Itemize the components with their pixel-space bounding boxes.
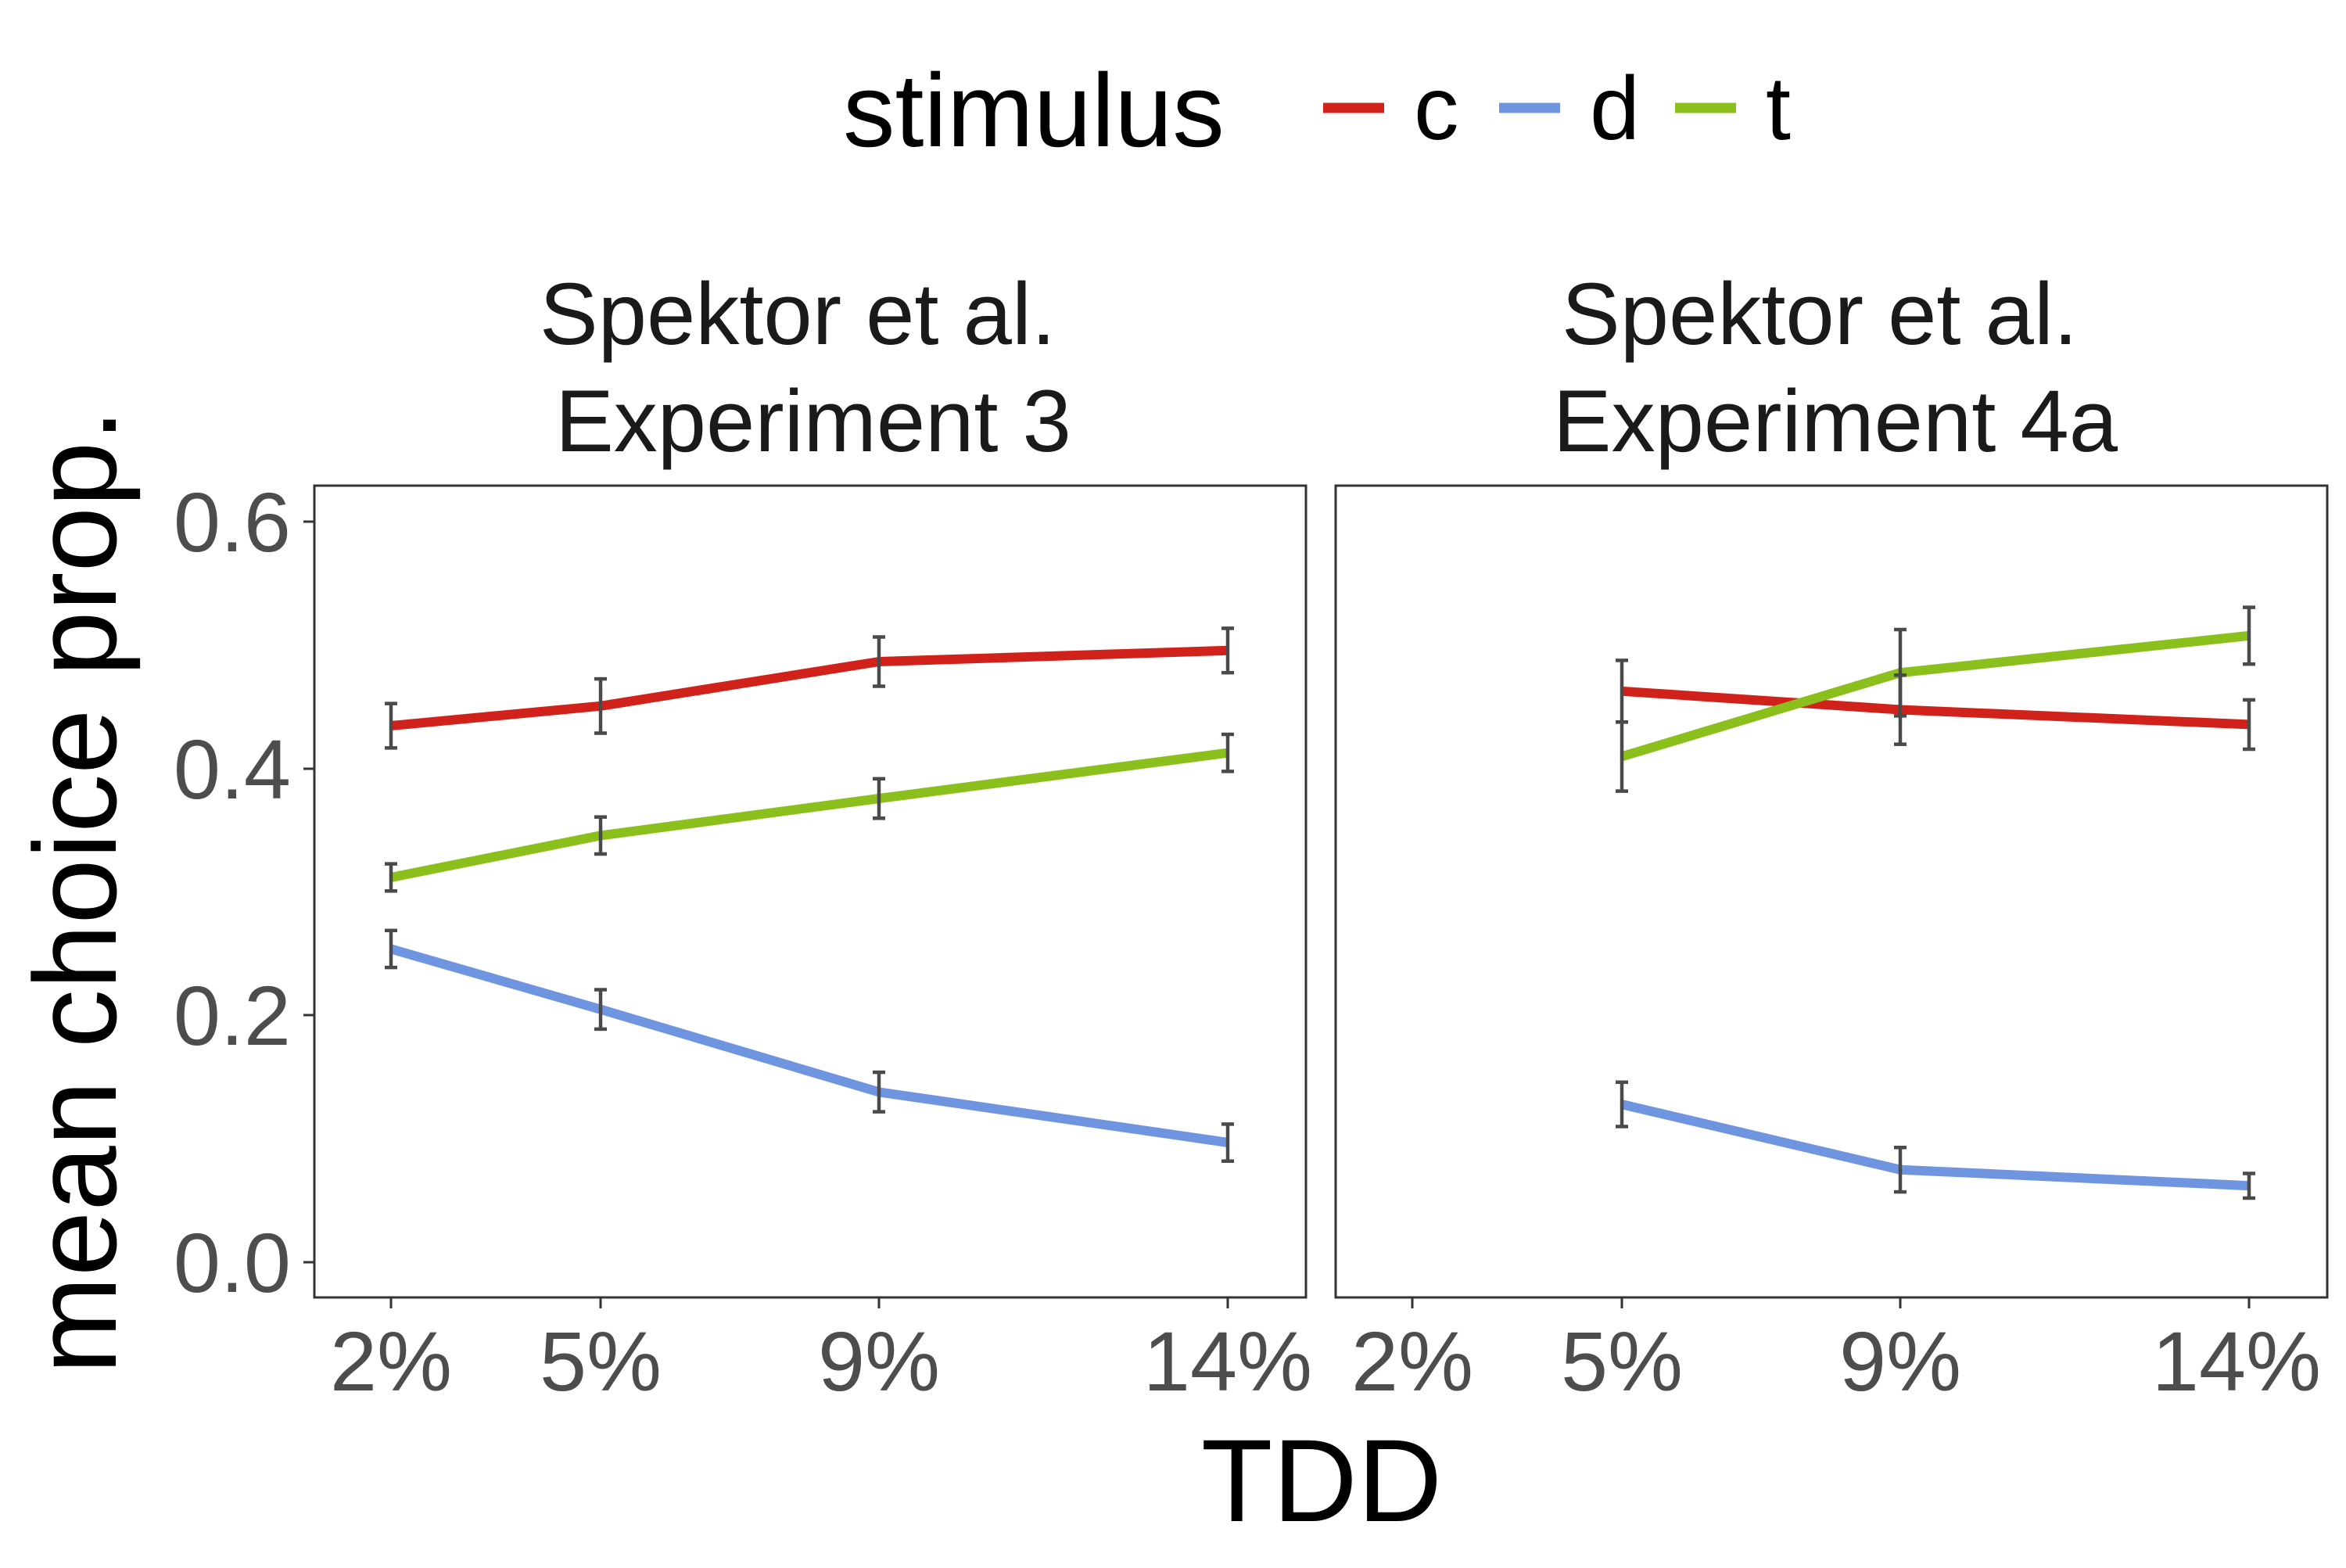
legend: stimulus c d t [843,53,1791,169]
error-bar-t-panel-1-9 [873,777,885,820]
panel-1-frame [313,484,1308,1299]
x-tick-label-p1-3: 14% [1143,1314,1312,1408]
error-bar-d-panel-1-2 [385,928,397,970]
series-line-c-panel-1 [390,645,1229,730]
panel-2-frame [1334,484,2329,1299]
error-bar-c-panel-1-14 [1221,626,1234,675]
legend-label-c: c [1414,59,1459,159]
error-bar-c-panel-2-14 [2243,698,2255,752]
error-bar-d-panel-2-14 [2243,1172,2255,1200]
x-tick-label-p1-0: 2% [330,1314,452,1408]
y-tick-label-3: 0.6 [174,475,291,569]
x-axis-title: TDD [1201,1415,1442,1546]
panel-1-title-line-1: Spektor et al. [540,265,1056,363]
x-tick-label-p2-3: 14% [2152,1314,2321,1408]
x-tick-label-p1-1: 5% [540,1314,662,1408]
error-bar-c-panel-1-5 [594,676,607,735]
x-axis-panel-2: 2% 5% 9% 14% [1351,1297,2321,1408]
y-axis: 0.0 0.2 0.4 0.6 [174,475,314,1310]
legend-label-d: d [1590,59,1640,159]
error-bar-t-panel-1-14 [1221,732,1234,773]
error-bar-c-panel-1-2 [385,701,397,750]
error-bar-t-panel-2-5 [1616,720,1628,793]
error-bar-t-panel-1-2 [385,862,397,893]
error-bar-d-panel-1-14 [1221,1122,1234,1163]
x-tick-label-p2-1: 5% [1561,1314,1683,1408]
error-bar-t-panel-2-14 [2243,605,2255,666]
panel-1-title-line-2: Experiment 3 [555,372,1071,470]
panel-2-title-line-1: Spektor et al. [1562,265,2078,363]
y-tick-label-1: 0.2 [174,968,291,1063]
error-bar-d-panel-2-5 [1616,1080,1628,1128]
data-marks [385,605,2255,1200]
x-axis-panel-1: 2% 5% 9% 14% [330,1297,1312,1408]
y-axis-title: mean choice prop. [9,409,141,1374]
x-tick-label-p2-2: 9% [1839,1314,1961,1408]
error-bar-d-panel-2-9 [1894,1146,1907,1194]
error-bar-t-panel-1-5 [594,815,607,856]
panel-2-title-line-2: Experiment 4a [1553,372,2118,470]
legend-label-t: t [1766,59,1791,159]
error-bar-c-panel-1-9 [873,635,885,688]
series-line-d-panel-2 [1620,1100,2250,1191]
error-bar-d-panel-1-5 [594,988,607,1032]
x-tick-label-p1-2: 9% [818,1314,940,1408]
y-tick-label-0: 0.0 [174,1215,291,1310]
y-tick-label-2: 0.4 [174,722,291,816]
x-tick-label-p2-0: 2% [1351,1314,1473,1408]
error-bar-t-panel-2-9 [1894,627,1907,718]
series-line-d-panel-1 [389,944,1229,1147]
error-bar-d-panel-1-9 [873,1070,885,1114]
series-line-c-panel-2 [1621,686,2250,730]
series-line-t-panel-1 [389,748,1229,882]
legend-title: stimulus [843,53,1225,169]
